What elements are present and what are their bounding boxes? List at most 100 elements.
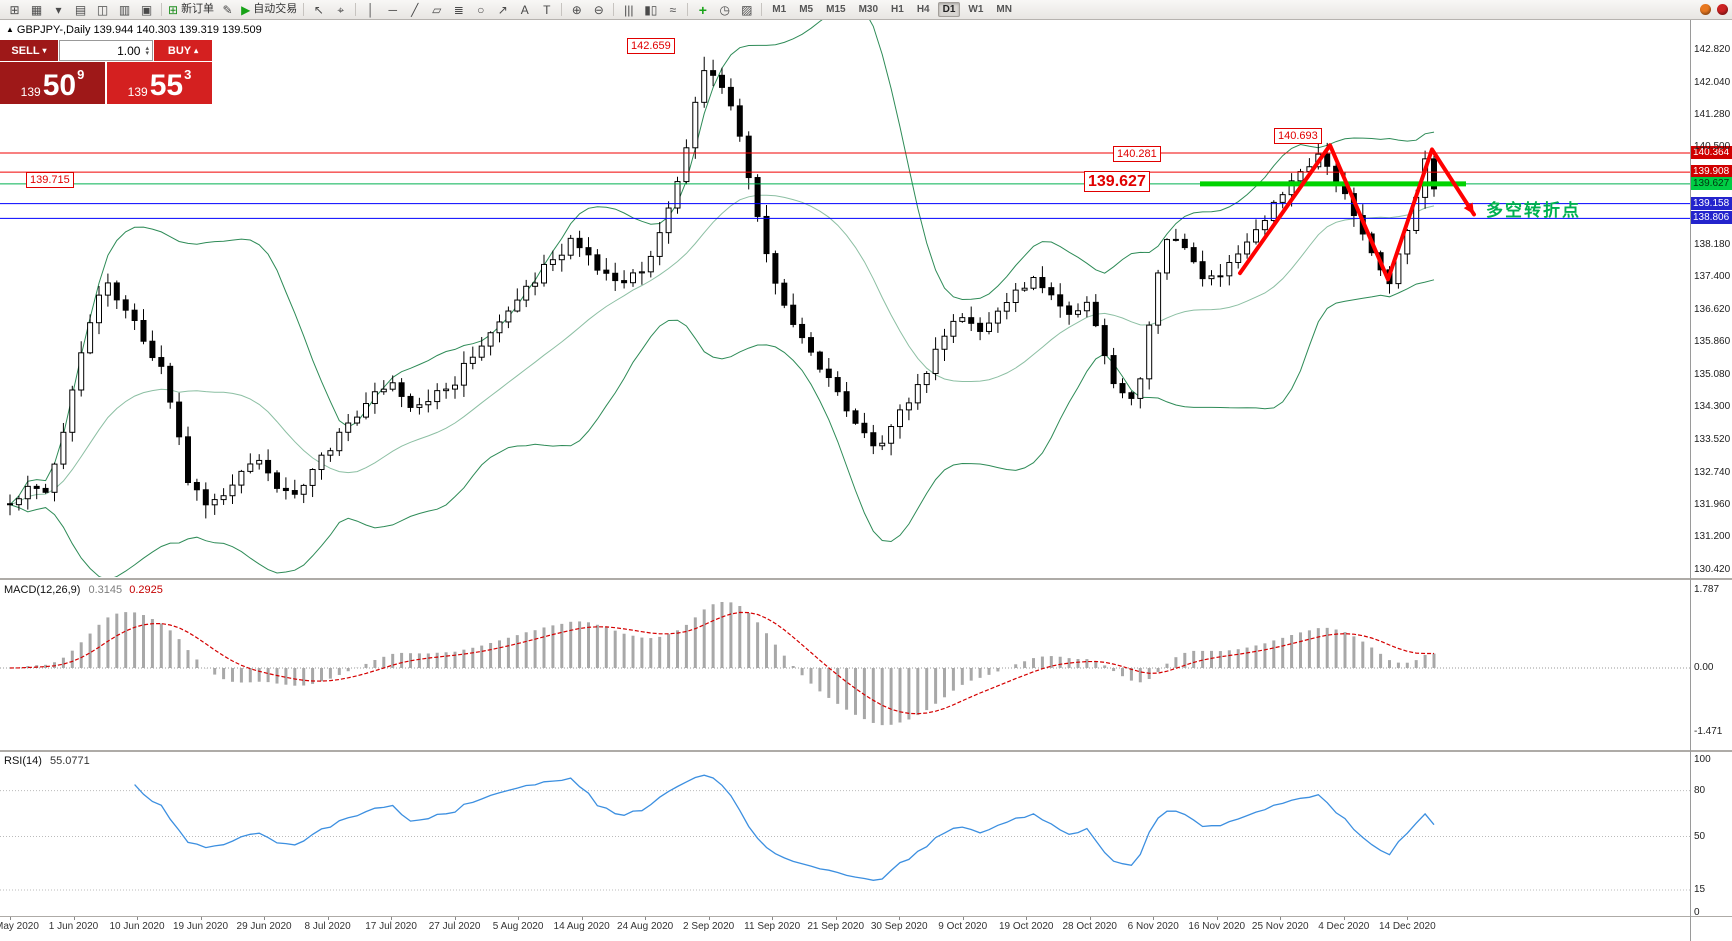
date-label: 14 Aug 2020 bbox=[553, 921, 610, 932]
shapes-icon: ○ bbox=[477, 2, 485, 17]
new-chart-icon[interactable]: ⊞ bbox=[4, 2, 25, 18]
buy-pips: 55 bbox=[149, 69, 184, 103]
profiles-icon: ▦ bbox=[30, 2, 43, 17]
line-chart-icon[interactable]: ≈ bbox=[662, 2, 683, 18]
label-icon[interactable]: T bbox=[536, 2, 557, 18]
fibonacci-icon: ≣ bbox=[453, 2, 464, 17]
timeframe-m15[interactable]: M15 bbox=[826, 4, 846, 15]
date-tick bbox=[835, 917, 837, 920]
terminal-icon: ▣ bbox=[140, 2, 153, 17]
volume-box[interactable]: ▴ ▾ bbox=[59, 40, 153, 61]
date-tick bbox=[645, 917, 647, 920]
price-annotation[interactable]: 142.659 bbox=[627, 38, 675, 54]
data-window-icon[interactable]: ◫ bbox=[92, 2, 113, 18]
bar-chart-icon[interactable]: ||| bbox=[618, 2, 639, 18]
timeframe-m30[interactable]: M30 bbox=[858, 4, 879, 15]
profiles-caret-icon[interactable]: ▾ bbox=[48, 2, 69, 18]
shapes-icon[interactable]: ○ bbox=[470, 2, 491, 18]
macd-scale-label: 0.00 bbox=[1694, 662, 1714, 673]
templates-icon[interactable]: ▨ bbox=[736, 2, 757, 18]
new-order-button[interactable]: ⊞ 新订单 bbox=[166, 2, 216, 18]
volume-input[interactable] bbox=[80, 42, 143, 59]
price-annotation[interactable]: 139.627 bbox=[1084, 171, 1150, 192]
zigzag-arrow[interactable] bbox=[1238, 143, 1476, 282]
candle-chart-icon[interactable]: ▮▯ bbox=[640, 2, 661, 18]
new-order-button-label: 新订单 bbox=[181, 3, 215, 15]
timeframe-m5[interactable]: M5 bbox=[799, 4, 814, 15]
buy-dropdown-icon[interactable]: ▴ bbox=[194, 46, 199, 55]
profiles-icon[interactable]: ▦ bbox=[26, 2, 47, 18]
text-icon: A bbox=[520, 2, 529, 17]
date-label: 22 May 2020 bbox=[0, 921, 39, 932]
templates-icon: ▨ bbox=[741, 2, 753, 17]
indicators-icon[interactable]: + bbox=[692, 2, 713, 18]
sell-dropdown-icon[interactable]: ▾ bbox=[42, 46, 47, 55]
arrow-tool-icon[interactable]: ↗ bbox=[492, 2, 513, 18]
turning-point-note[interactable]: 多空转折点 bbox=[1486, 201, 1581, 220]
sell-button[interactable]: SELL ▾ bbox=[0, 40, 58, 61]
sell-price-tile[interactable]: 139 50 9 bbox=[0, 62, 105, 104]
one-click-trading-panel[interactable]: SELL ▾ ▴ ▾ BUY ▴ 139 50 9 139 55 3 bbox=[0, 40, 212, 104]
rsi-scale-label: 100 bbox=[1694, 754, 1711, 765]
market-watch-icon[interactable]: ▤ bbox=[70, 2, 91, 18]
price-axis-label: 142.040 bbox=[1694, 76, 1731, 88]
terminal-icon[interactable]: ▣ bbox=[136, 2, 157, 18]
horizontal-line-icon: ─ bbox=[388, 2, 398, 17]
vertical-line-icon[interactable]: │ bbox=[360, 2, 381, 18]
autotrading-button[interactable]: ▶ 自动交易 bbox=[239, 2, 299, 18]
price-annotation[interactable]: 140.281 bbox=[1113, 146, 1161, 162]
arrow-tool-icon: ↗ bbox=[497, 2, 508, 17]
date-label: 25 Nov 2020 bbox=[1251, 921, 1309, 932]
date-tick bbox=[772, 917, 774, 920]
buy-price-tile[interactable]: 139 55 3 bbox=[107, 62, 212, 104]
date-label: 2 Sep 2020 bbox=[683, 921, 735, 932]
trendline-icon[interactable]: ╱ bbox=[404, 2, 425, 18]
price-annotation[interactable]: 140.693 bbox=[1274, 128, 1322, 144]
trendline-icon: ╱ bbox=[411, 2, 419, 17]
buy-big-figure: 139 bbox=[127, 84, 148, 99]
channel-icon[interactable]: ▱ bbox=[426, 2, 447, 18]
buy-button-label: BUY bbox=[167, 44, 192, 57]
fibonacci-icon[interactable]: ≣ bbox=[448, 2, 469, 18]
macd-pane-separator[interactable] bbox=[0, 578, 1732, 580]
autotrading-button-label: 自动交易 bbox=[253, 3, 298, 15]
timeframe-m1[interactable]: M1 bbox=[772, 4, 787, 15]
periods-icon[interactable]: ◷ bbox=[714, 2, 735, 18]
timeframe-w1[interactable]: W1 bbox=[968, 4, 984, 15]
zoom-in-icon: ⊕ bbox=[571, 2, 582, 17]
price-axis[interactable]: 140.364 139.908 139.627 139.158 138.806 142.8… bbox=[1690, 0, 1732, 941]
price-axis-label: 130.420 bbox=[1694, 564, 1731, 575]
horizontal-line-icon[interactable]: ─ bbox=[382, 2, 403, 18]
toolbar-separator bbox=[303, 3, 305, 16]
new-chart-icon: ⊞ bbox=[9, 2, 20, 17]
community-icon[interactable] bbox=[1700, 4, 1711, 15]
zoom-out-icon[interactable]: ⊖ bbox=[588, 2, 609, 18]
timeframe-mn[interactable]: MN bbox=[996, 4, 1012, 15]
price-tag: 138.806 bbox=[1691, 211, 1732, 225]
price-axis-label: 133.520 bbox=[1694, 434, 1731, 445]
rsi-pane-separator[interactable] bbox=[0, 750, 1732, 752]
timeframe-h1[interactable]: H1 bbox=[891, 4, 904, 15]
zigzag-arrowhead bbox=[1463, 202, 1474, 215]
macd-header: MACD(12,26,9) 0.3145 0.2925 bbox=[4, 584, 163, 596]
metaeditor-icon[interactable]: ✎ bbox=[217, 2, 238, 18]
volume-down-icon[interactable]: ▾ bbox=[145, 49, 149, 57]
timeframe-h4[interactable]: H4 bbox=[916, 4, 930, 15]
toolbar-separator bbox=[561, 3, 563, 16]
live-update-icon[interactable] bbox=[1717, 4, 1728, 15]
crosshair-icon[interactable]: ⌖ bbox=[330, 2, 351, 18]
date-axis-separator bbox=[0, 916, 1732, 917]
date-tick bbox=[1153, 917, 1155, 920]
navigator-icon[interactable]: ▥ bbox=[114, 2, 135, 18]
symbol-ohlc-header: ▲ GBPJPY-,Daily 139.944 140.303 139.319 1… bbox=[6, 24, 262, 36]
rsi-line bbox=[134, 774, 1435, 881]
timeframe-d1[interactable]: D1 bbox=[937, 2, 961, 17]
cursor-icon[interactable]: ↖ bbox=[308, 2, 329, 18]
price-annotation[interactable]: 139.715 bbox=[26, 172, 74, 188]
buy-button[interactable]: BUY ▴ bbox=[154, 40, 212, 61]
zoom-in-icon[interactable]: ⊕ bbox=[566, 2, 587, 18]
text-icon[interactable]: A bbox=[514, 2, 535, 18]
date-tick bbox=[10, 917, 11, 920]
